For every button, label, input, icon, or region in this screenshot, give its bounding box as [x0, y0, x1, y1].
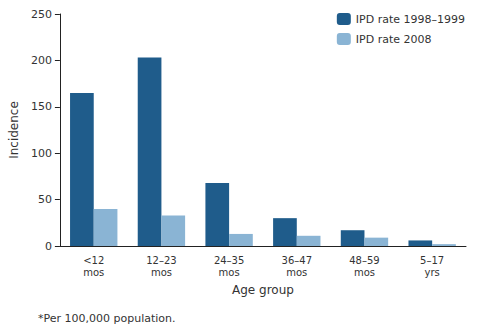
- svg-text:mos: mos: [219, 267, 240, 278]
- svg-text:mos: mos: [286, 267, 307, 278]
- svg-text:50: 50: [38, 193, 52, 206]
- svg-text:0: 0: [45, 240, 52, 253]
- svg-text:5–17: 5–17: [420, 255, 444, 266]
- svg-text:48–59: 48–59: [349, 255, 379, 266]
- svg-text:mos: mos: [83, 267, 104, 278]
- svg-text:<12: <12: [83, 255, 104, 266]
- svg-text:12–23: 12–23: [146, 255, 176, 266]
- svg-text:100: 100: [31, 147, 52, 160]
- svg-text:IPD rate 2008: IPD rate 2008: [356, 33, 432, 46]
- svg-text:150: 150: [31, 100, 52, 113]
- svg-text:*Per 100,000 population.: *Per 100,000 population.: [38, 312, 176, 325]
- svg-text:Age group: Age group: [232, 283, 294, 297]
- svg-text:Incidence: Incidence: [7, 101, 21, 159]
- svg-text:36–47: 36–47: [282, 255, 312, 266]
- svg-text:mos: mos: [151, 267, 172, 278]
- svg-text:24–35: 24–35: [214, 255, 244, 266]
- svg-text:250: 250: [31, 8, 52, 21]
- svg-text:mos: mos: [354, 267, 375, 278]
- svg-text:IPD rate 1998–1999: IPD rate 1998–1999: [356, 13, 465, 26]
- svg-text:yrs: yrs: [425, 267, 440, 278]
- svg-text:200: 200: [31, 54, 52, 67]
